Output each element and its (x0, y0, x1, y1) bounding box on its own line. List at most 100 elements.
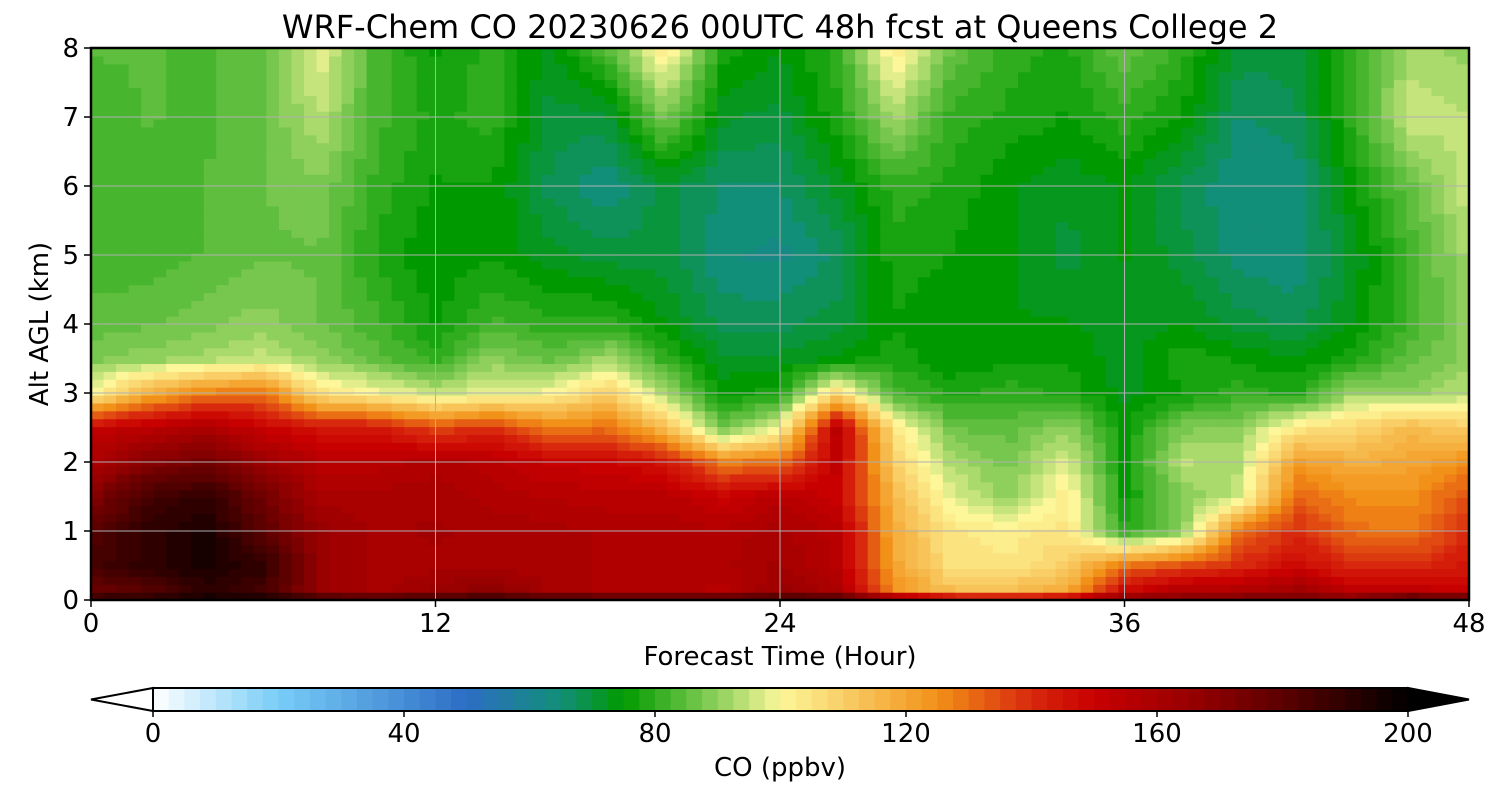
heatmap-cell (1281, 355, 1295, 365)
heatmap-cell (1193, 505, 1207, 514)
heatmap-cell (504, 584, 518, 593)
heatmap-cell (780, 347, 794, 357)
heatmap-cell (329, 245, 343, 254)
heatmap-cell (1318, 284, 1332, 294)
heatmap-cell (880, 426, 894, 435)
heatmap-cell (1368, 434, 1382, 443)
heatmap-cell (729, 260, 744, 270)
heatmap-cell (116, 331, 130, 341)
heatmap-cell (880, 513, 894, 522)
heatmap-cell (454, 505, 468, 514)
heatmap-cell (541, 402, 556, 412)
heatmap-cell (629, 473, 643, 483)
heatmap-cell (692, 418, 706, 428)
heatmap-cell (504, 450, 518, 459)
heatmap-cell (792, 465, 806, 475)
heatmap-cell (742, 418, 756, 428)
heatmap-cell (830, 544, 844, 554)
heatmap-cell (1130, 584, 1144, 593)
heatmap-cell (1318, 394, 1332, 404)
heatmap-cell (1055, 465, 1069, 475)
heatmap-cell (805, 513, 819, 522)
heatmap-cell (917, 402, 931, 412)
heatmap-cell (153, 410, 167, 420)
heatmap-cell (504, 418, 518, 428)
heatmap-cell (1193, 308, 1207, 317)
heatmap-cell (466, 418, 480, 428)
heatmap-cell (704, 473, 718, 483)
heatmap-cell (567, 379, 581, 388)
heatmap-cell (1293, 576, 1307, 585)
heatmap-cell (842, 552, 856, 562)
heatmap-cell (905, 489, 919, 499)
heatmap-cell (1180, 576, 1194, 585)
heatmap-cell (667, 592, 681, 600)
heatmap-cell (1318, 497, 1332, 506)
heatmap-cell (592, 245, 606, 254)
heatmap-cell (491, 465, 505, 475)
heatmap-cell (216, 426, 230, 435)
heatmap-cell (228, 339, 242, 349)
heatmap-cell (1005, 592, 1019, 600)
heatmap-cell (178, 450, 192, 459)
heatmap-cell (341, 410, 355, 420)
heatmap-cell (178, 371, 192, 380)
heatmap-cell (278, 347, 293, 357)
heatmap-cell (967, 316, 982, 325)
heatmap-cell (955, 308, 969, 317)
heatmap-cell (1293, 442, 1307, 451)
heatmap-cell (880, 387, 894, 396)
heatmap-cell (1368, 418, 1382, 428)
heatmap-cell (516, 371, 531, 380)
heatmap-cell (1406, 402, 1420, 412)
heatmap-cell (1055, 253, 1069, 262)
heatmap-cell (942, 284, 956, 294)
heatmap-cell (867, 544, 881, 554)
heatmap-cell (1443, 347, 1458, 357)
heatmap-cell (667, 410, 681, 420)
heatmap-cell (754, 521, 769, 530)
heatmap-cell (1193, 253, 1207, 262)
heatmap-cell (867, 434, 881, 443)
heatmap-cell (1456, 568, 1469, 577)
heatmap-cell (404, 300, 418, 309)
heatmap-cell (266, 347, 280, 357)
heatmap-cell (1105, 260, 1119, 270)
heatmap-cell (579, 505, 593, 514)
heatmap-cell (780, 560, 794, 570)
heatmap-cell (1281, 568, 1295, 577)
heatmap-cell (178, 521, 192, 530)
heatmap-cell (303, 592, 318, 600)
heatmap-cell (354, 497, 368, 506)
heatmap-cell (1431, 521, 1445, 530)
heatmap-cell (1218, 552, 1232, 562)
heatmap-cell (153, 418, 167, 428)
heatmap-cell (416, 529, 430, 538)
heatmap-cell (491, 410, 505, 420)
heatmap-cell (1080, 544, 1094, 554)
heatmap-cell (704, 253, 718, 262)
heatmap-cell (830, 402, 844, 412)
heatmap-cell (116, 505, 130, 514)
heatmap-cell (303, 465, 318, 475)
heatmap-cell (303, 568, 318, 577)
heatmap-cell (742, 387, 756, 396)
heatmap-cell (466, 442, 480, 451)
heatmap-cell (291, 379, 305, 388)
heatmap-cell (1418, 371, 1433, 380)
heatmap-cell (541, 521, 556, 530)
heatmap-cell (1168, 394, 1182, 404)
heatmap-cell (1180, 260, 1194, 270)
heatmap-cell (1005, 379, 1019, 388)
heatmap-cell (216, 387, 230, 396)
heatmap-cell (780, 276, 794, 286)
heatmap-cell (1005, 324, 1019, 333)
heatmap-cell (704, 576, 718, 585)
heatmap-cell (91, 521, 105, 530)
heatmap-cell (805, 536, 819, 546)
heatmap-cell (629, 316, 643, 325)
heatmap-cell (1381, 418, 1395, 428)
heatmap-cell (1343, 292, 1357, 301)
heatmap-cell (1168, 442, 1182, 451)
heatmap-cell (604, 568, 618, 577)
